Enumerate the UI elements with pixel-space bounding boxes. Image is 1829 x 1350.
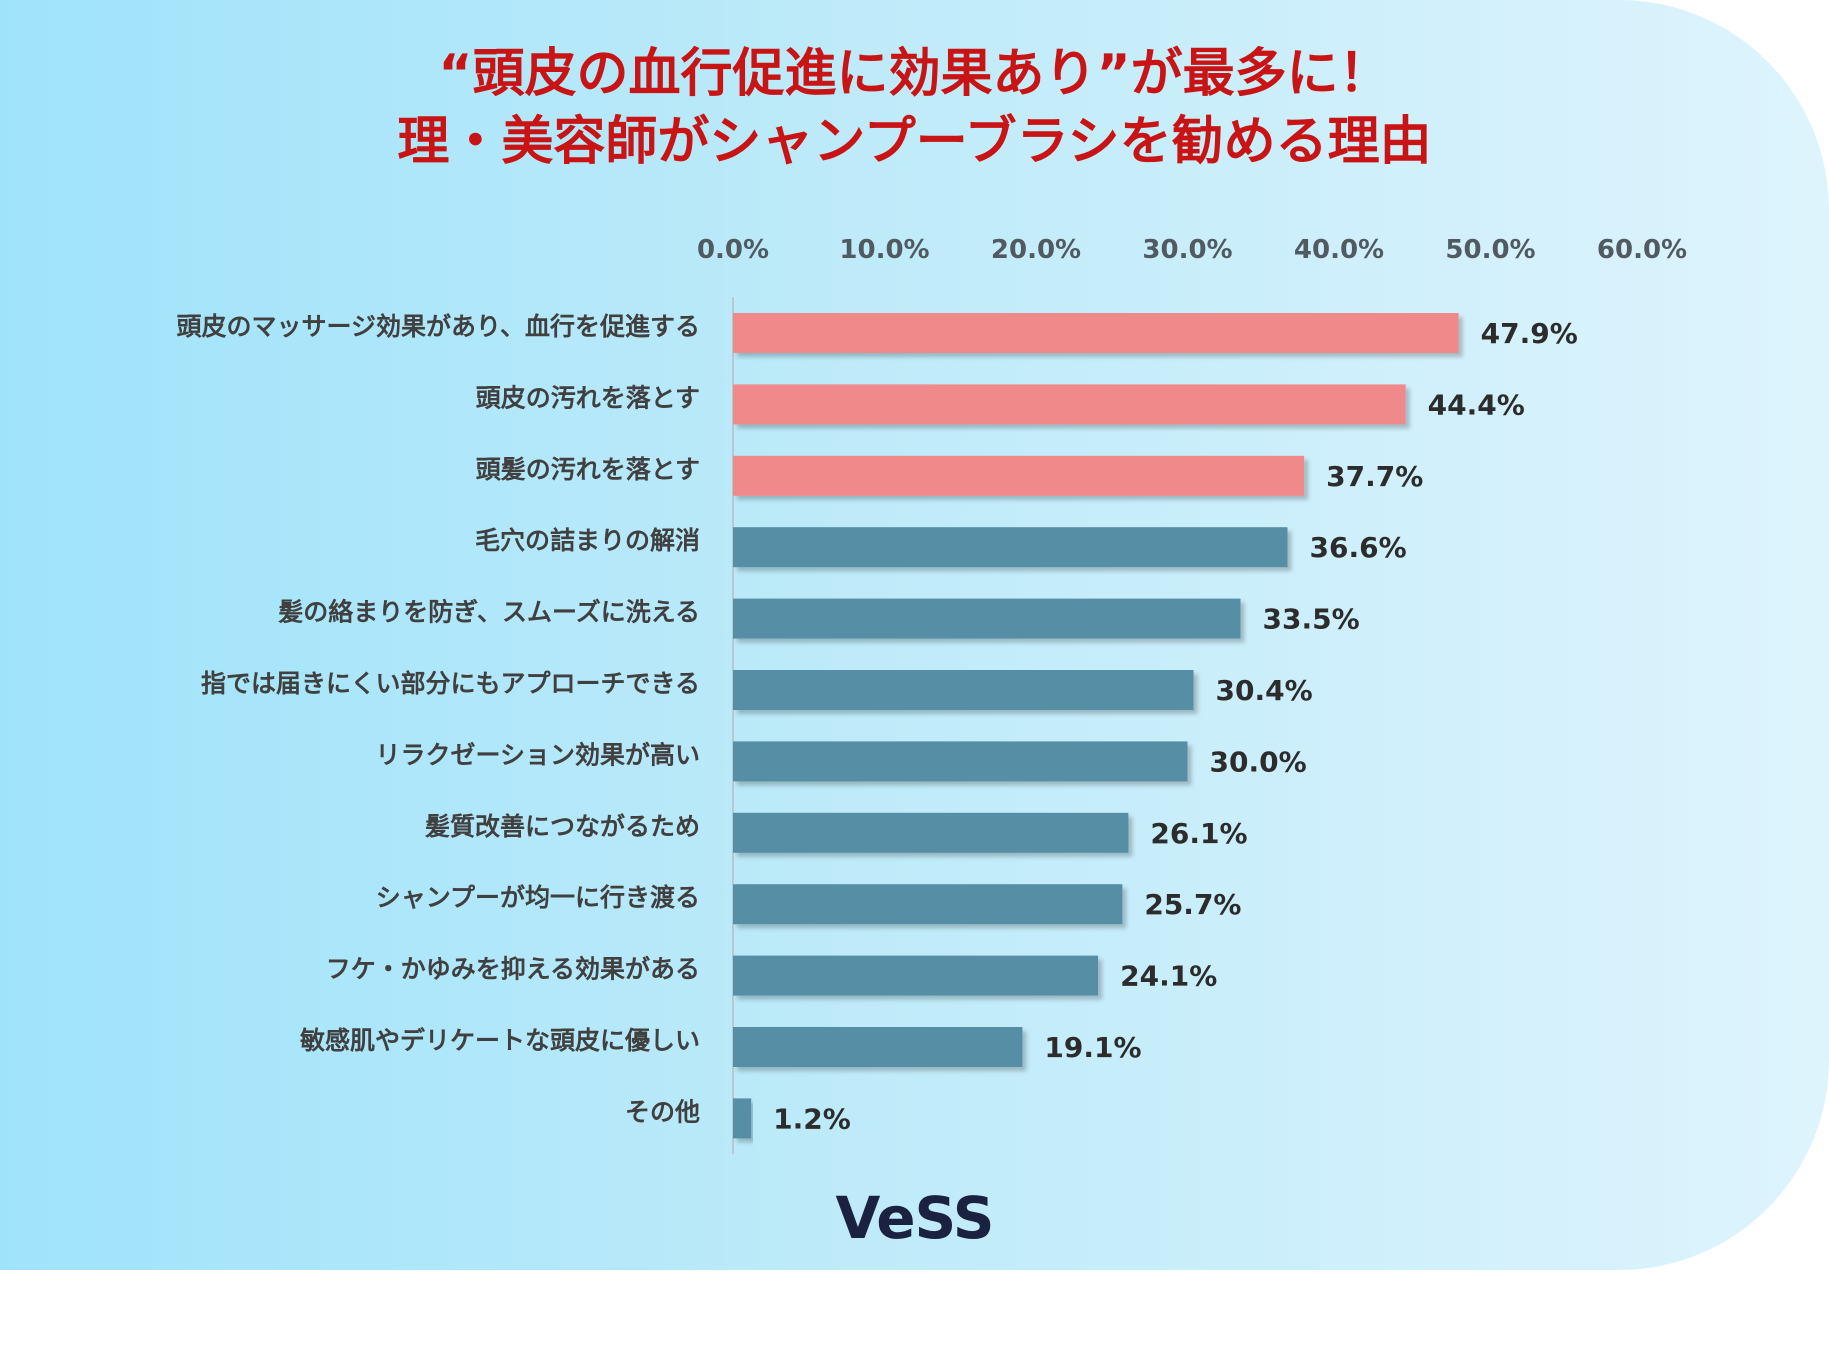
category-label: 毛穴の詰まりの解消 [475, 526, 700, 555]
category-label: 指では届きにくい部分にもアプローチできる [201, 669, 700, 698]
bar [733, 313, 1459, 353]
bar [733, 384, 1406, 425]
data-label: 36.6% [1309, 531, 1406, 564]
category-label: シャンプーが均一に行き渡る [376, 883, 700, 912]
category-label: リラクゼーション効果が高い [375, 740, 700, 769]
category-label: フケ・かゆみを抑える効果がある [326, 955, 700, 984]
bar [733, 455, 1305, 496]
value-labels: 47.9% 44.4% 37.7% 36.6% 33.5% 30.4% 30.0% 26.1%… [773, 317, 1578, 1135]
bar [733, 527, 1288, 568]
category-label: 頭髪の汚れを落とす [476, 455, 700, 484]
data-label: 33.5% [1263, 603, 1360, 636]
bar [733, 741, 1188, 782]
category-label: その他 [625, 1097, 700, 1126]
x-tick-label: 60.0% [1597, 235, 1687, 265]
data-label: 47.9% [1481, 317, 1578, 350]
bar [733, 670, 1194, 710]
chart-title-line2: 理・美容師がシャンプーブラシを勧める理由 [397, 112, 1432, 172]
data-label: 24.1% [1120, 960, 1217, 993]
bars [733, 313, 1459, 1139]
chart-title-line1: “頭皮の血行促進に効果あり”が最多に！ [438, 44, 1391, 104]
bar [733, 598, 1241, 639]
data-label: 30.4% [1216, 674, 1313, 707]
bar [733, 812, 1129, 853]
category-label: 頭皮のマッサージ効果があり、血行を促進する [176, 312, 700, 341]
category-labels: 頭皮のマッサージ効果があり、血行を促進する頭皮の汚れを落とす頭髪の汚れを落とす毛… [176, 312, 700, 1126]
bar [733, 1098, 752, 1139]
data-label: 19.1% [1044, 1031, 1141, 1064]
bar [733, 955, 1099, 996]
data-label: 37.7% [1326, 460, 1423, 493]
bar [733, 1027, 1023, 1067]
x-tick-label: 40.0% [1294, 235, 1384, 265]
category-label: 髪の絡まりを防ぎ、スムーズに洗える [277, 598, 700, 627]
data-label: 1.2% [773, 1102, 851, 1135]
bar [733, 884, 1123, 925]
x-tick-label: 0.0% [697, 235, 769, 265]
vess-logo: VeSS [835, 1184, 995, 1252]
category-label: 頭皮の汚れを落とす [476, 383, 700, 412]
category-label: 敏感肌やデリケートな頭皮に優しい [299, 1026, 700, 1055]
x-axis-ticks: 0.0% 10.0% 20.0% 30.0% 40.0% 50.0% 60.0% [697, 235, 1687, 265]
data-label: 25.7% [1144, 888, 1241, 921]
category-label: 髪質改善につながるため [424, 812, 700, 841]
data-label: 44.4% [1428, 388, 1525, 421]
x-tick-label: 50.0% [1445, 235, 1535, 265]
x-tick-label: 30.0% [1142, 235, 1232, 265]
data-label: 26.1% [1150, 817, 1247, 850]
x-tick-label: 20.0% [991, 235, 1081, 265]
x-tick-label: 10.0% [839, 235, 929, 265]
data-label: 30.0% [1210, 745, 1307, 778]
